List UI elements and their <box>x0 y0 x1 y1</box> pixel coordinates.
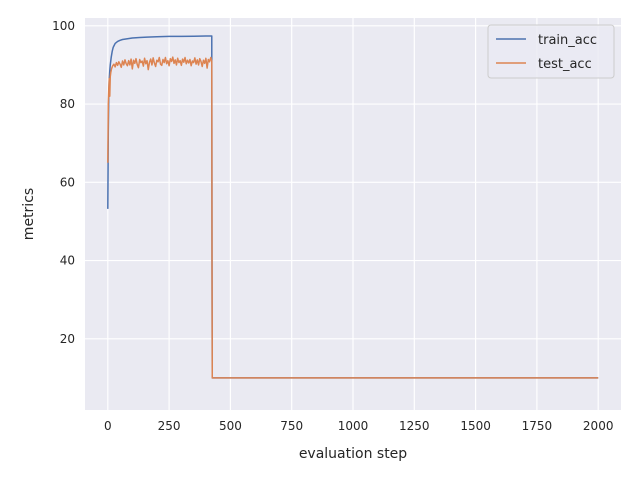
x-tick-label: 1000 <box>338 419 369 433</box>
y-axis-label: metrics <box>21 188 37 240</box>
grid <box>85 18 621 410</box>
y-tick-label: 40 <box>60 254 75 268</box>
series-line-train-acc <box>107 35 599 379</box>
y-tick-label: 20 <box>60 332 75 346</box>
x-tick-label: 1250 <box>399 419 430 433</box>
y-tick-label: 60 <box>60 175 75 189</box>
series-group <box>107 35 599 379</box>
y-tick-label: 80 <box>60 97 75 111</box>
x-tick-label: 2000 <box>583 419 614 433</box>
series-line-test-acc <box>107 56 599 379</box>
x-axis-label: evaluation step <box>299 446 407 462</box>
y-tick-label: 100 <box>52 19 75 33</box>
x-tick-labels: 0 250 500 750 1000 1250 1500 1750 2000 <box>104 419 613 433</box>
legend: train_acc test_acc <box>487 24 615 79</box>
x-tick-label: 1750 <box>522 419 553 433</box>
legend-label: train_acc <box>538 33 597 48</box>
x-tick-label: 250 <box>158 419 181 433</box>
y-tick-labels: 20 40 60 80 100 <box>52 19 75 346</box>
legend-label: test_acc <box>538 57 592 72</box>
x-tick-label: 1500 <box>460 419 491 433</box>
x-tick-label: 0 <box>104 419 112 433</box>
x-tick-label: 750 <box>280 419 303 433</box>
x-tick-label: 500 <box>219 419 242 433</box>
